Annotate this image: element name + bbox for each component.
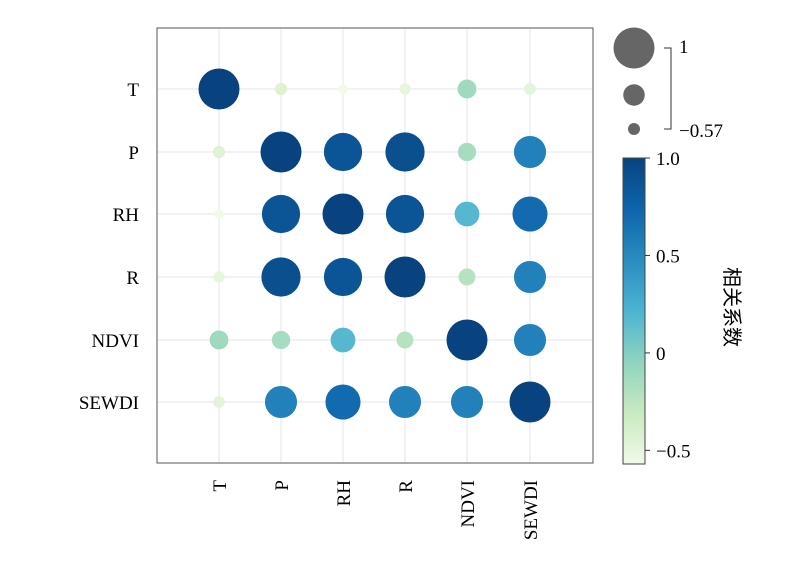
- column-label-P: P: [272, 480, 293, 491]
- bubble-RH-R: [385, 194, 425, 234]
- bubbles: [198, 68, 551, 423]
- bubble-R-SEWDI: [513, 260, 547, 294]
- size-legend: 1 −0.57: [613, 27, 723, 142]
- size-legend-min-label: −0.57: [679, 121, 723, 142]
- colorbar-tick-label-2: 0: [656, 344, 666, 365]
- row-label-RH: RH: [113, 205, 140, 226]
- bubble-R-RH: [323, 257, 363, 297]
- bubble-NDVI-NDVI: [446, 319, 488, 361]
- column-label-NDVI: NDVI: [458, 480, 479, 528]
- bubble-RH-P: [261, 194, 301, 234]
- bubble-R-NDVI: [458, 268, 476, 286]
- bubble-RH-T: [214, 209, 224, 219]
- bubble-NDVI-SEWDI: [513, 323, 547, 357]
- bubble-RH-NDVI: [454, 201, 480, 227]
- bubble-NDVI-R: [396, 331, 414, 349]
- row-label-NDVI: NDVI: [92, 331, 140, 352]
- column-label-R: R: [396, 480, 417, 493]
- size-legend-max-label: 1: [679, 37, 689, 58]
- bubble-SEWDI-R: [388, 385, 422, 419]
- size-legend-circle-1: [623, 84, 645, 106]
- column-labels: T P RH R NDVI SEWDI: [210, 480, 542, 541]
- bubble-P-R: [385, 132, 425, 172]
- colorbar-tick-label-0: 1.0: [656, 149, 680, 170]
- bubble-NDVI-RH: [330, 327, 356, 353]
- bubble-NDVI-T: [209, 330, 229, 350]
- bubble-RH-SEWDI: [512, 196, 548, 232]
- bubble-R-R: [384, 256, 426, 298]
- row-label-T: T: [127, 80, 139, 101]
- bubble-T-RH: [338, 84, 348, 94]
- size-legend-circle-0: [613, 27, 655, 69]
- colorbar: 1.0 0.5 0 −0.5 相关系数: [622, 149, 744, 465]
- row-label-P: P: [128, 143, 139, 164]
- size-legend-circle-2: [628, 123, 640, 135]
- column-label-RH: RH: [334, 480, 355, 507]
- row-labels: T P RH R NDVI SEWDI: [79, 80, 140, 414]
- bubble-SEWDI-NDVI: [450, 385, 484, 419]
- bubble-SEWDI-P: [264, 385, 298, 419]
- colorbar-tick-label-3: −0.5: [656, 441, 690, 462]
- bubble-P-T: [212, 145, 226, 159]
- bubble-SEWDI-T: [213, 396, 225, 408]
- colorbar-tick-label-1: 0.5: [656, 246, 680, 267]
- colorbar-gradient: [622, 157, 646, 465]
- bubble-P-P: [260, 131, 302, 173]
- bubble-SEWDI-SEWDI: [509, 381, 551, 423]
- bubble-R-T: [213, 271, 225, 283]
- bubble-NDVI-P: [271, 330, 291, 350]
- bubble-T-T: [198, 68, 240, 110]
- bubble-R-P: [261, 257, 301, 297]
- column-label-T: T: [210, 480, 231, 492]
- bubble-T-NDVI: [457, 79, 477, 99]
- bubble-T-R: [399, 83, 411, 95]
- colorbar-ticks: 1.0 0.5 0 −0.5: [645, 149, 690, 462]
- column-label-SEWDI: SEWDI: [521, 480, 542, 540]
- bubble-SEWDI-RH: [325, 384, 361, 420]
- row-label-SEWDI: SEWDI: [79, 393, 139, 414]
- bubble-T-SEWDI: [524, 83, 536, 95]
- bubble-RH-RH: [322, 193, 364, 235]
- colorbar-title: 相关系数: [720, 267, 744, 347]
- bubble-P-SEWDI: [513, 135, 547, 169]
- row-label-R: R: [126, 268, 139, 289]
- bubble-T-P: [274, 82, 288, 96]
- bubble-P-NDVI: [457, 142, 477, 162]
- bubble-P-RH: [323, 132, 363, 172]
- size-legend-bracket: [664, 47, 672, 130]
- plot-area: [156, 27, 594, 464]
